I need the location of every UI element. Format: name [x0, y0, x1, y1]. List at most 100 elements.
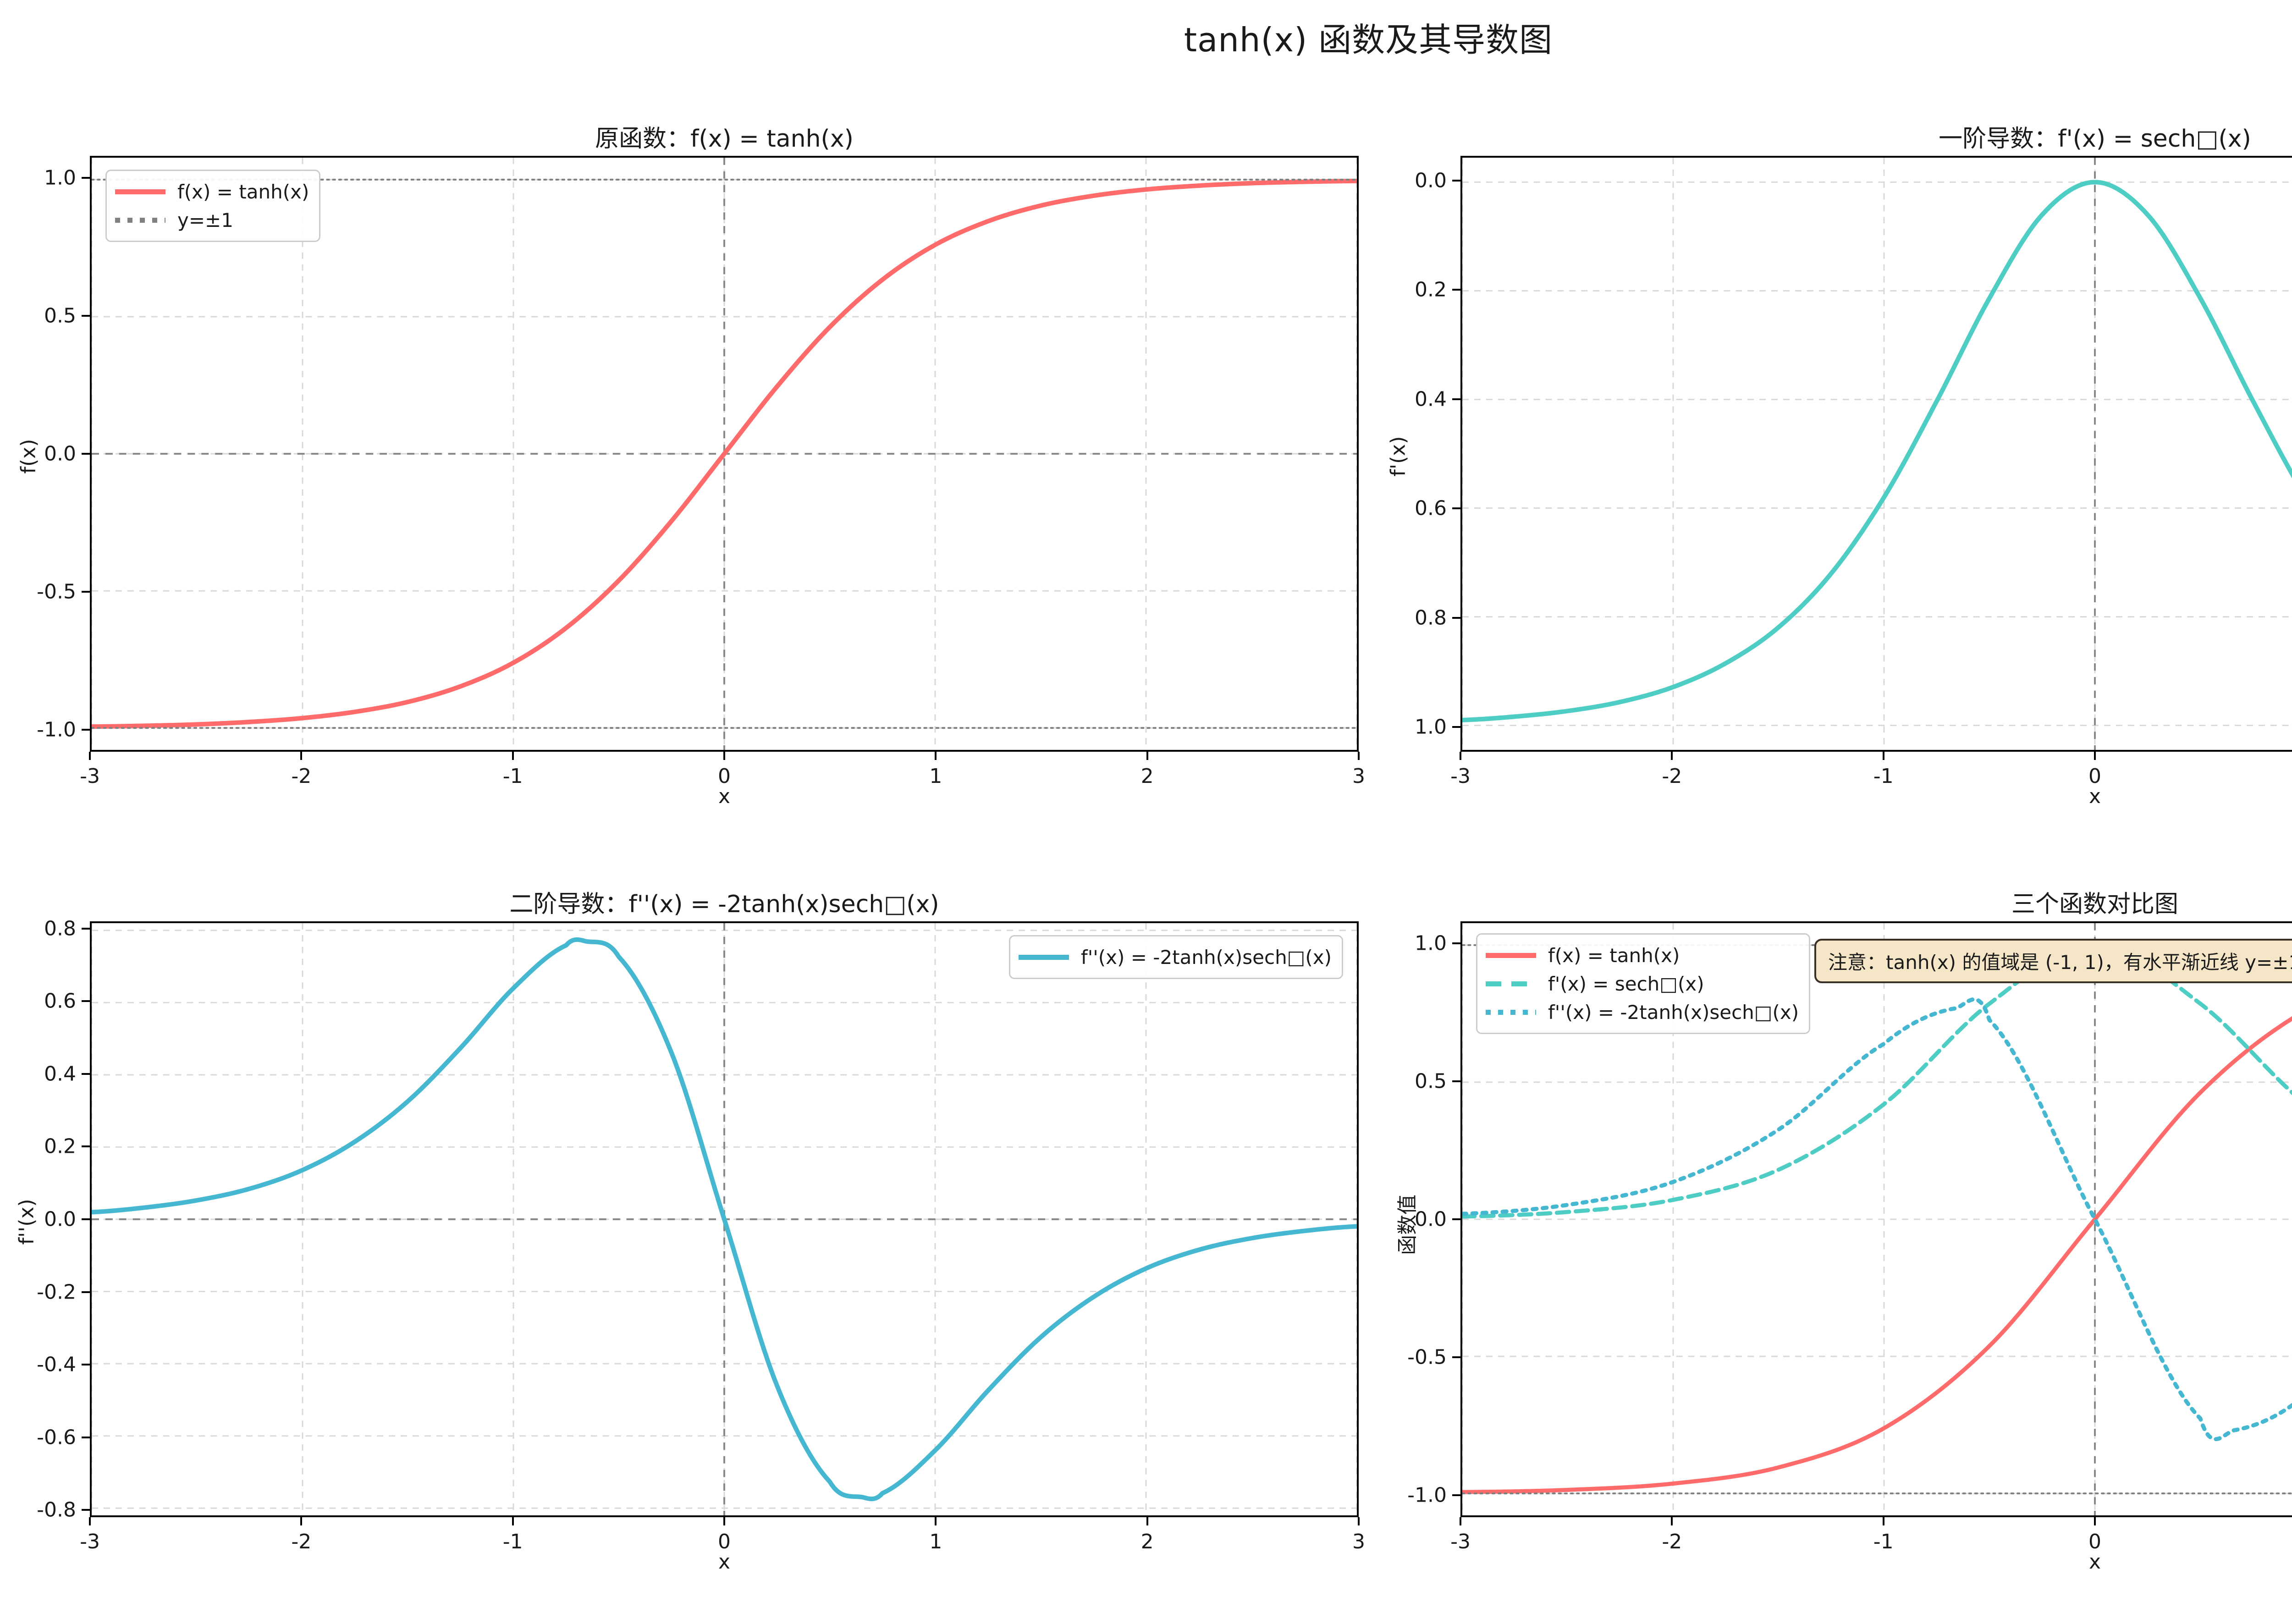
xtick-mark	[1460, 1517, 1461, 1525]
legend-item[interactable]: f(x) = tanh(x)	[115, 177, 309, 206]
xtick-label: -2	[1662, 765, 1682, 788]
series-line	[1462, 180, 2292, 722]
ytick-label: 0.0	[1415, 1207, 1447, 1231]
ytick-mark	[1452, 617, 1460, 619]
xtick-mark	[1882, 752, 1884, 760]
plot-canvas-p3	[92, 923, 1357, 1515]
ytick-label: 0.2	[1415, 278, 1447, 302]
xtick-mark	[1146, 1517, 1148, 1525]
xtick-label: 1	[929, 765, 942, 788]
legend-item[interactable]: f''(x) = -2tanh(x)sech□(x)	[1018, 943, 1332, 971]
ytick-label: -0.5	[37, 580, 76, 604]
ytick-label: -0.2	[37, 1280, 76, 1304]
legend-swatch-solid	[1018, 954, 1069, 960]
xtick-label: -1	[1873, 765, 1894, 788]
xtick-label: -3	[80, 765, 100, 788]
ytick-mark	[1452, 1080, 1460, 1083]
ytick-label: 0.2	[44, 1134, 76, 1158]
xtick-mark	[1460, 752, 1461, 760]
plot-area-p2[interactable]	[1460, 156, 2292, 752]
xtick-mark	[1882, 1517, 1884, 1525]
ytick-mark	[1452, 289, 1460, 291]
xtick-label: 1	[929, 1530, 942, 1553]
xtick-mark	[1671, 1517, 1673, 1525]
legend-p1[interactable]: f(x) = tanh(x) y=±1	[105, 170, 321, 242]
ytick-mark	[1452, 1218, 1460, 1220]
ytick-mark	[82, 1436, 90, 1438]
xtick-label: 3	[1352, 1530, 1365, 1553]
ytick-mark	[82, 1291, 90, 1293]
ytick-label: -0.8	[37, 1498, 76, 1522]
plot-area-p1[interactable]	[90, 156, 1359, 752]
legend-swatch-dashed	[1486, 981, 1536, 986]
ytick-label: 0.0	[44, 1207, 76, 1231]
series-line	[1462, 1016, 2292, 1494]
xtick-label: -1	[1873, 1530, 1894, 1553]
subplot-second-derivative: 二阶导数：f''(x) = -2tanh(x)sech□(x) f''(x) x…	[15, 891, 1365, 1574]
xtick-label: 0	[718, 1530, 731, 1553]
legend-item[interactable]: f(x) = tanh(x)	[1486, 941, 1799, 969]
legend-p3[interactable]: f''(x) = -2tanh(x)sech□(x)	[1008, 935, 1343, 979]
ytick-mark	[82, 1218, 90, 1220]
ytick-label: 1.0	[1415, 931, 1447, 955]
ytick-mark	[1452, 726, 1460, 728]
plot-area-p4[interactable]	[1460, 921, 2292, 1517]
xtick-mark	[2094, 752, 2096, 760]
legend-swatch-dotted	[115, 217, 165, 223]
xtick-label: -1	[502, 1530, 523, 1553]
ytick-label: 0.0	[44, 442, 76, 466]
plot-canvas-p1	[92, 158, 1357, 750]
yaxis-label-p2: f'(x)	[1386, 436, 1410, 477]
ytick-label: 0.6	[44, 989, 76, 1013]
xtick-mark	[1358, 1517, 1360, 1525]
ytick-label: -0.6	[37, 1426, 76, 1449]
ytick-label: 0.8	[1415, 606, 1447, 630]
xtick-mark	[1671, 752, 1673, 760]
legend-label: f''(x) = -2tanh(x)sech□(x)	[1548, 1001, 1799, 1024]
ytick-mark	[82, 315, 90, 317]
plot-area-p3[interactable]	[90, 921, 1359, 1517]
ytick-label: 1.0	[44, 166, 76, 190]
xtick-mark	[935, 1517, 937, 1525]
plot-canvas-p2	[1462, 158, 2292, 750]
xtick-mark	[1146, 752, 1148, 760]
ytick-label: 1.0	[1415, 715, 1447, 739]
legend-swatch-solid	[1486, 952, 1536, 958]
xtick-mark	[935, 752, 937, 760]
xtick-mark	[723, 752, 725, 760]
legend-label: f''(x) = -2tanh(x)sech□(x)	[1080, 946, 1332, 969]
ytick-label: -0.5	[1407, 1345, 1447, 1369]
legend-label: f(x) = tanh(x)	[177, 180, 309, 203]
xtick-label: -2	[291, 765, 312, 788]
legend-item[interactable]: y=±1	[115, 206, 309, 234]
ytick-label: -1.0	[37, 718, 76, 742]
ytick-label: 0.5	[44, 304, 76, 328]
subplot-title-p2: 一阶导数：f'(x) = sech□(x)	[1939, 125, 2251, 153]
yaxis-label-p1: f(x)	[17, 439, 40, 474]
ytick-mark	[82, 1364, 90, 1366]
ytick-mark	[1452, 507, 1460, 510]
xtick-label: 2	[1140, 1530, 1154, 1553]
xtick-mark	[2094, 1517, 2096, 1525]
series-line	[92, 178, 1357, 729]
ytick-label: 0.0	[1415, 169, 1447, 193]
subplot-title-p1: 原函数：f(x) = tanh(x)	[595, 125, 854, 153]
series-line	[1462, 997, 2292, 1442]
subplot-original-function: 原函数：f(x) = tanh(x) f(x) x f(x) = tanh(x)…	[17, 125, 1365, 808]
ytick-mark	[82, 927, 90, 930]
legend-item[interactable]: f'(x) = sech□(x)	[1486, 969, 1799, 998]
xtick-mark	[512, 1517, 514, 1525]
subplot-title-p4: 三个函数对比图	[2011, 891, 2178, 918]
xtick-mark	[1358, 752, 1360, 760]
legend-label: y=±1	[177, 209, 233, 231]
ytick-mark	[1452, 942, 1460, 945]
ytick-mark	[82, 728, 90, 731]
xaxis-label-p1: x	[718, 785, 731, 808]
ytick-mark	[1452, 1494, 1460, 1496]
ytick-label: 0.6	[1415, 496, 1447, 520]
xtick-mark	[512, 752, 514, 760]
series-line	[1462, 943, 2292, 1219]
legend-item[interactable]: f''(x) = -2tanh(x)sech□(x)	[1486, 998, 1799, 1026]
xtick-mark	[300, 1517, 303, 1525]
legend-p4[interactable]: f(x) = tanh(x) f'(x) = sech□(x) f''(x) = -…	[1476, 933, 1811, 1034]
